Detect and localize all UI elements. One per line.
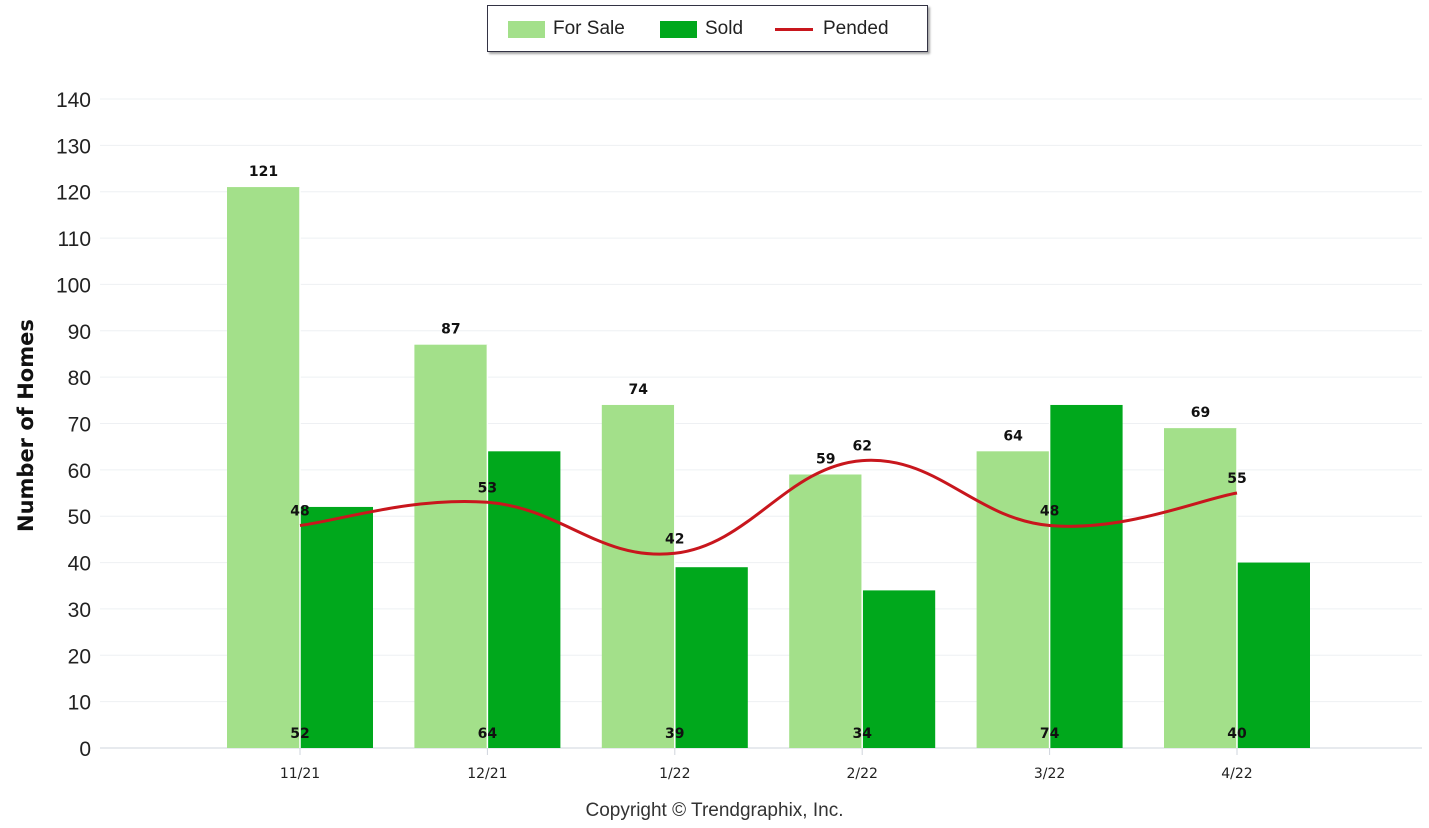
x-tick-label-0: 11/21 bbox=[280, 766, 320, 782]
x-axis-ticks: 11/21 12/21 1/22 2/22 3/22 4/22 bbox=[280, 748, 1253, 782]
data-label-sold-0: 52 bbox=[290, 726, 309, 742]
y-tick-label-30: 30 bbox=[68, 599, 91, 622]
y-axis-ticks: 0 10 20 30 40 50 60 70 80 90 100 110 120 130 140 bbox=[56, 89, 91, 761]
data-label-pended-3: 62 bbox=[852, 439, 871, 455]
bar-sold-4 bbox=[1049, 404, 1123, 748]
y-tick-label-0: 0 bbox=[79, 738, 91, 761]
legend: For Sale Sold Pended bbox=[487, 5, 928, 52]
data-label-pended-1: 53 bbox=[478, 480, 497, 496]
bars bbox=[227, 187, 1310, 749]
bar-sold-3 bbox=[862, 590, 936, 748]
y-tick-label-140: 140 bbox=[56, 89, 91, 112]
legend-label-pended: Pended bbox=[823, 18, 889, 39]
legend-item-pended[interactable]: Pended bbox=[775, 17, 889, 41]
data-label-pended-5: 55 bbox=[1227, 471, 1246, 487]
y-axis-title: Number of Homes bbox=[14, 319, 38, 532]
data-label-pended-0: 48 bbox=[290, 503, 309, 519]
data-label-sold-3: 34 bbox=[852, 726, 872, 742]
data-label-pended-4: 48 bbox=[1040, 503, 1059, 519]
bar-for-sale-1 bbox=[414, 344, 488, 748]
legend-swatch-pended bbox=[775, 27, 813, 31]
data-label-for-sale-1: 87 bbox=[441, 322, 460, 338]
x-tick-label-4: 3/22 bbox=[1034, 766, 1065, 782]
legend-item-sold[interactable]: Sold bbox=[660, 17, 743, 41]
bar-for-sale-3 bbox=[789, 474, 863, 748]
x-tick-label-1: 12/21 bbox=[467, 766, 507, 782]
legend-item-for-sale[interactable]: For Sale bbox=[508, 17, 625, 41]
pended-series-line bbox=[299, 458, 1238, 556]
y-tick-label-110: 110 bbox=[58, 228, 91, 251]
data-label-sold-2: 39 bbox=[665, 726, 684, 742]
bar-for-sale-5 bbox=[1164, 428, 1237, 748]
bar-sold-5 bbox=[1237, 562, 1310, 748]
legend-swatch-sold bbox=[660, 20, 697, 38]
y-tick-label-130: 130 bbox=[56, 135, 91, 158]
bar-for-sale-4 bbox=[976, 451, 1050, 748]
y-tick-label-70: 70 bbox=[68, 414, 91, 437]
y-tick-label-60: 60 bbox=[68, 460, 91, 483]
pended-line bbox=[299, 458, 1238, 556]
legend-swatch-for-sale bbox=[508, 20, 545, 38]
y-tick-label-10: 10 bbox=[68, 692, 91, 715]
x-tick-label-3: 2/22 bbox=[846, 766, 877, 782]
copyright-text: Copyright © Trendgraphix, Inc. bbox=[585, 800, 844, 821]
data-label-for-sale-4: 64 bbox=[1003, 428, 1023, 444]
data-labels: 121 52 87 64 74 39 59 34 64 74 69 40 48 53 42 62 48 55 bbox=[249, 164, 1247, 742]
data-label-sold-4: 74 bbox=[1040, 726, 1060, 742]
y-tick-label-20: 20 bbox=[68, 645, 91, 668]
data-label-pended-2: 42 bbox=[665, 531, 684, 547]
bar-for-sale-2 bbox=[601, 404, 675, 748]
y-tick-label-50: 50 bbox=[68, 506, 91, 529]
y-tick-label-100: 100 bbox=[56, 274, 91, 297]
bar-sold-2 bbox=[674, 567, 748, 748]
x-tick-label-2: 1/22 bbox=[659, 766, 690, 782]
y-tick-label-90: 90 bbox=[68, 321, 91, 344]
y-tick-label-120: 120 bbox=[56, 182, 91, 205]
data-label-for-sale-2: 74 bbox=[629, 382, 649, 398]
data-label-sold-1: 64 bbox=[478, 726, 498, 742]
data-label-for-sale-3: 59 bbox=[816, 451, 835, 467]
data-label-sold-5: 40 bbox=[1227, 726, 1247, 742]
y-tick-label-80: 80 bbox=[68, 367, 91, 390]
y-tick-label-40: 40 bbox=[68, 553, 91, 576]
bar-for-sale-0 bbox=[227, 187, 300, 749]
bar-sold-1 bbox=[487, 451, 561, 748]
data-label-for-sale-0: 121 bbox=[249, 164, 278, 180]
x-tick-label-5: 4/22 bbox=[1221, 766, 1252, 782]
data-label-for-sale-5: 69 bbox=[1191, 405, 1210, 421]
bar-sold-0 bbox=[300, 506, 373, 748]
legend-label-for-sale: For Sale bbox=[553, 18, 625, 39]
legend-label-sold: Sold bbox=[705, 18, 744, 39]
